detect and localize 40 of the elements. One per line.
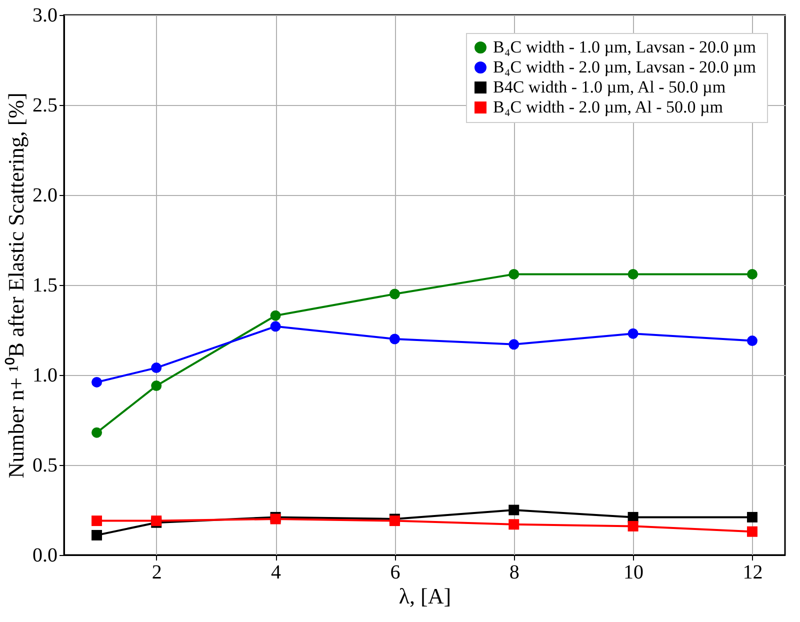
y-tick-label: 3.0 <box>32 4 58 26</box>
y-tick-label: 0.0 <box>32 544 58 566</box>
x-tick-label: 2 <box>152 562 162 584</box>
y-tick-label: 2.5 <box>32 94 58 116</box>
y-tick-label: 2.0 <box>32 184 58 206</box>
x-tick-label: 10 <box>624 562 644 584</box>
x-tick-label: 8 <box>509 562 520 584</box>
point <box>270 321 281 332</box>
point <box>746 336 758 346</box>
point <box>508 504 520 516</box>
point <box>508 339 520 350</box>
point <box>746 526 758 537</box>
legend-label: B₄C width - 2.0 µm, Lavsan - 20.0 µm <box>493 58 756 76</box>
point <box>508 519 520 530</box>
legend-label: B4C width - 1.0 µm, Al - 50.0 µm <box>493 78 726 96</box>
point <box>628 328 638 339</box>
point <box>92 427 102 438</box>
point <box>151 380 162 392</box>
point <box>628 268 638 280</box>
x-tick-label: 6 <box>390 562 400 584</box>
legend-label: B₄C width - 1.0 µm, Lavsan - 20.0 µm <box>493 38 756 56</box>
point <box>508 268 520 280</box>
y-axis-title: Number n+ ¹⁰B after Elastic Scattering, [%] <box>4 92 28 478</box>
point <box>628 520 638 532</box>
x-tick-label: 12 <box>742 562 763 584</box>
legend-label: B₄C width - 2.0 µm, Al - 50.0 µm <box>493 98 723 116</box>
point <box>92 376 102 388</box>
x-tick-label: 4 <box>271 562 282 584</box>
point <box>746 268 758 280</box>
x-axis-title: λ, [A] <box>398 584 452 608</box>
point <box>151 362 162 374</box>
y-tick-label: 1.0 <box>32 364 58 386</box>
point <box>92 530 102 540</box>
y-tick-label: 1.5 <box>32 274 58 296</box>
point <box>270 310 281 321</box>
point <box>92 516 102 526</box>
point <box>389 288 400 300</box>
point <box>746 512 758 522</box>
y-tick-label: 0.5 <box>32 454 58 476</box>
point <box>389 334 400 344</box>
